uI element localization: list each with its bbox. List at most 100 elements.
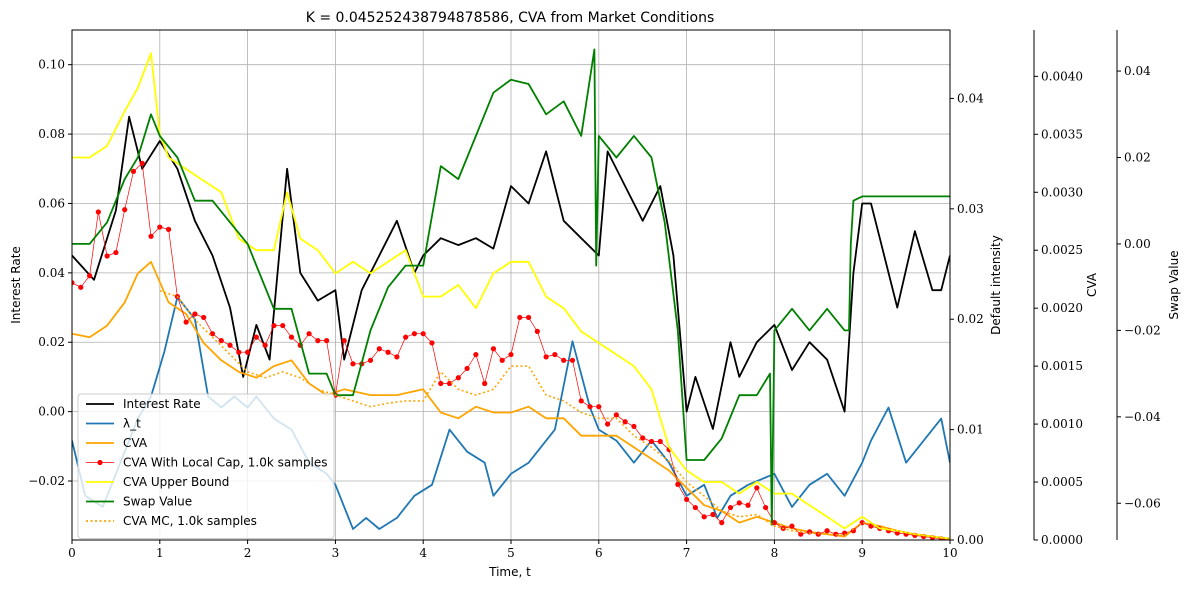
series-marker [165, 226, 172, 232]
series-marker [139, 160, 145, 166]
series-marker [438, 380, 444, 387]
series-marker [86, 273, 93, 279]
x-tick-label: 4 [419, 546, 427, 560]
series-marker [183, 319, 189, 325]
series-marker [701, 514, 707, 520]
series-marker [104, 253, 110, 259]
series-marker [806, 529, 813, 535]
cva-axis-label: CVA [1085, 272, 1099, 297]
series-marker [394, 354, 400, 360]
legend-label: CVA MC, 1.0k samples [123, 514, 257, 528]
series-marker [543, 354, 549, 360]
swap-value-axis-label: Swap Value [1167, 250, 1181, 319]
series-line-0 [72, 115, 950, 430]
series-marker [253, 334, 259, 340]
series-marker [350, 361, 356, 367]
series-marker [72, 280, 75, 286]
left-tick-label: 0.06 [38, 196, 65, 210]
legend-label: CVA With Local Cap, 1.0k samples [123, 456, 328, 470]
series-marker [367, 357, 374, 363]
right3-tick-label: −0.06 [1124, 496, 1161, 510]
series-marker [798, 531, 804, 537]
series-marker [727, 504, 734, 511]
series-marker [490, 346, 497, 352]
left-tick-label: 0.02 [38, 335, 65, 349]
right1-tick-label: 0.04 [957, 91, 984, 105]
default-intensity-axis-label: Default intensity [989, 235, 1003, 335]
legend-label: Swap Value [123, 495, 192, 509]
series-marker [130, 168, 137, 175]
series-marker [561, 357, 567, 363]
series-marker [192, 311, 198, 317]
series-marker [745, 502, 751, 508]
legend-label: CVA [123, 436, 148, 450]
series-marker [613, 412, 619, 418]
left-axis-label: Interest Rate [9, 246, 23, 324]
series-marker [736, 500, 742, 506]
series-marker [157, 224, 163, 230]
series-marker [675, 481, 681, 487]
series-line-4 [72, 52, 950, 540]
series-marker [648, 438, 655, 445]
series-marker [710, 511, 716, 518]
series-marker [262, 342, 268, 348]
x-tick-label: 10 [942, 546, 957, 560]
series-marker [657, 438, 663, 445]
series-marker [508, 351, 514, 358]
series-marker [218, 338, 224, 344]
series-marker [446, 380, 453, 387]
plot-series-group [72, 48, 950, 540]
legend-label: Interest Rate [123, 397, 201, 411]
x-tick-label: 1 [156, 546, 164, 560]
right2-tick-label: 0.0000 [1041, 533, 1083, 547]
x-tick-label: 0 [68, 546, 76, 560]
series-marker [95, 209, 101, 215]
series-marker [455, 375, 461, 381]
right2-tick-label: 0.0025 [1041, 243, 1083, 257]
right3-tick-label: 0.04 [1124, 64, 1151, 78]
series-marker [569, 357, 576, 363]
series-marker [315, 338, 321, 344]
left-tick-label: 0.10 [38, 58, 65, 72]
series-marker [499, 357, 505, 363]
right2-tick-label: 0.0015 [1041, 359, 1083, 373]
series-marker [376, 346, 382, 352]
axes-group: 0 1 2 3 4 5 6 7 8 9 10 0.10 0.08 0.06 0.04 0.02 0.00 −0.0… [28, 29, 1161, 560]
series-marker [113, 249, 119, 256]
series-marker [245, 349, 251, 355]
legend-marker [97, 459, 103, 466]
series-marker [411, 331, 418, 337]
series-marker [552, 351, 558, 358]
series-marker [148, 233, 154, 239]
series-marker [236, 349, 242, 355]
series-marker [789, 523, 795, 529]
series-marker [578, 398, 584, 404]
x-tick-label: 3 [332, 546, 340, 560]
series-marker [201, 314, 207, 321]
right1-tick-label: 0.02 [957, 312, 984, 326]
series-marker [341, 338, 347, 344]
right3-tick-label: 0.02 [1124, 151, 1151, 165]
right3-tick-label: −0.02 [1124, 323, 1161, 337]
x-tick-label: 8 [771, 546, 779, 560]
right1-tick-label: 0.01 [957, 423, 984, 437]
series-marker [209, 331, 216, 337]
left-tick-label: 0.04 [38, 266, 65, 280]
left-tick-label: 0.08 [38, 127, 65, 141]
series-marker [631, 423, 637, 430]
series-marker [587, 404, 593, 410]
series-marker [385, 349, 391, 355]
series-marker [464, 365, 470, 372]
chart-title: K = 0.045252438794878586, CVA from Marke… [306, 10, 715, 26]
series-marker [622, 419, 628, 425]
x-tick-label: 5 [507, 546, 515, 560]
series-marker [482, 380, 488, 387]
legend: Interest Rate λ_t CVA CVA With Local Cap, 1… [77, 393, 335, 539]
legend-box [77, 393, 335, 539]
series-marker [771, 520, 778, 526]
series-marker [534, 328, 540, 334]
x-tick-label: 9 [858, 546, 866, 560]
legend-label: λ_t [123, 417, 141, 431]
legend-label: CVA Upper Bound [123, 475, 229, 489]
